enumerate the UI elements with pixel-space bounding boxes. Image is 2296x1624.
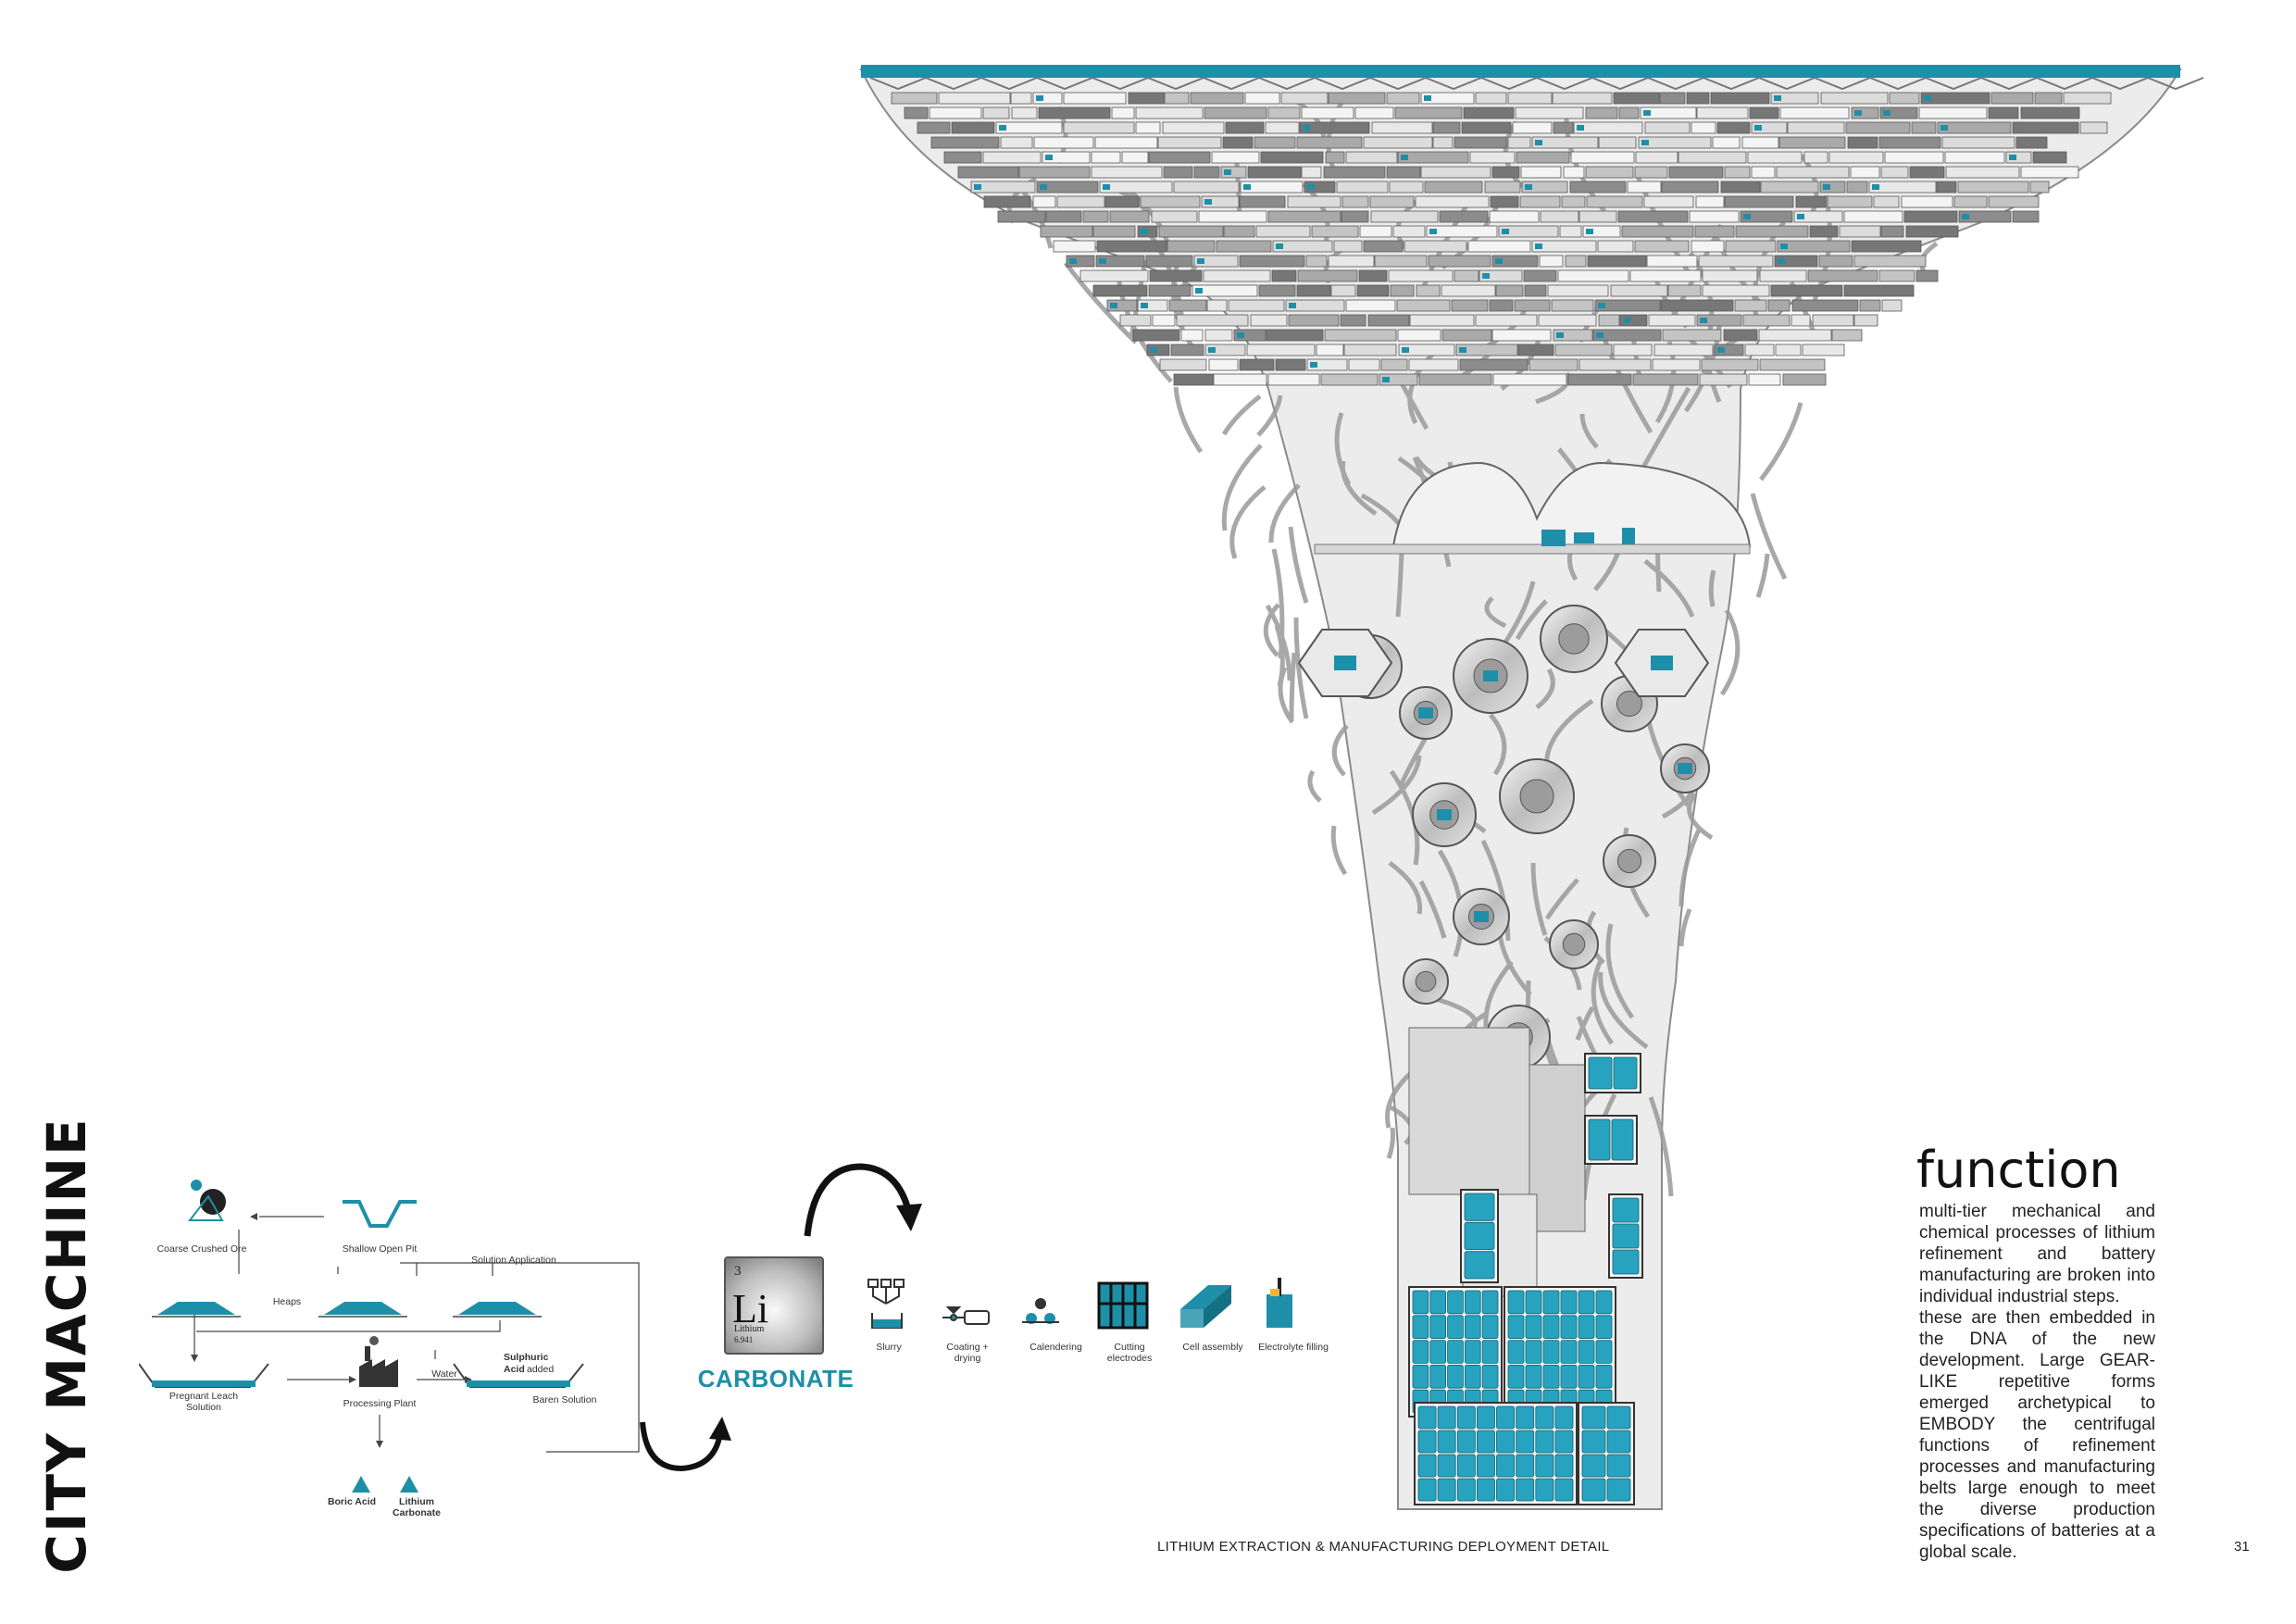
cell-assembly-icon (1180, 1285, 1231, 1328)
gear-refinement-units (1297, 605, 1710, 1069)
ore-icon (187, 1180, 226, 1221)
label-open-pit: Shallow Open Pit (342, 1243, 418, 1255)
label-solution-app: Solution Application (471, 1255, 556, 1266)
label-added: added (527, 1364, 555, 1375)
label-processing: Processing Plant (343, 1398, 417, 1409)
function-title: function (1916, 1141, 2121, 1199)
lithium-triangle (400, 1476, 418, 1493)
roof-truss (869, 77, 2204, 91)
function-paragraph-2: these are then embedded in the DNA of th… (1919, 1308, 2155, 1562)
curved-arrow-bottom-icon (640, 1417, 731, 1472)
manufacturing-step-label: Coating + drying (946, 1342, 989, 1364)
pit-icon (343, 1200, 417, 1228)
manufacturing-step-label: Slurry (876, 1342, 902, 1353)
label-baren: Baren Solution (532, 1394, 597, 1405)
manufacturing-step-label: Cutting electrodes (1106, 1342, 1153, 1364)
label-acid: Acid (504, 1364, 525, 1375)
boric-triangle (352, 1476, 370, 1493)
refinery-deck (1314, 543, 1751, 555)
label-lithium-carbonate: Lithium Carbonate (393, 1496, 441, 1518)
heap-icons (157, 1302, 536, 1315)
footer-caption: LITHIUM EXTRACTION & MANUFACTURING DEPLO… (1157, 1539, 1610, 1555)
refinery-icons (1541, 528, 1635, 546)
title-text: CITY MACHINE (35, 1117, 98, 1574)
page-number: 31 (2234, 1539, 2250, 1555)
battery-cell-racks (1408, 1027, 1643, 1505)
extraction-flow-diagram (139, 1180, 640, 1493)
function-body: multi-tier mechanical and chemical proce… (1919, 1201, 2155, 1563)
function-paragraph-1: multi-tier mechanical and chemical proce… (1919, 1202, 2155, 1306)
label-boric: Boric Acid (327, 1496, 377, 1507)
factory-icon (359, 1336, 398, 1387)
element-name: Lithium (734, 1324, 765, 1334)
label-sulphuric: Sulphuric (504, 1352, 549, 1363)
label-water: Water (431, 1368, 457, 1380)
calendering-icon (1022, 1298, 1059, 1324)
refinery-dome (1391, 461, 1752, 547)
element-number: 3 (734, 1264, 742, 1279)
cutting-electrodes-icon (1097, 1281, 1149, 1330)
label-coarse-ore: Coarse Crushed Ore (156, 1243, 247, 1255)
manufacturing-step-label: Electrolyte filling (1258, 1342, 1329, 1353)
carbonate-label: CARBONATE (697, 1365, 855, 1393)
vertical-title: CITY MACHINE (26, 1117, 107, 1573)
lithium-element-tile (724, 1256, 824, 1355)
roof-deck (861, 65, 2180, 78)
manufacturing-icons (867, 1278, 1292, 1330)
manufacturing-step-label: Cell assembly (1182, 1342, 1243, 1353)
label-pregnant: Pregnant Leach Solution (168, 1391, 239, 1413)
element-symbol: Li (732, 1286, 769, 1331)
element-mass: 6.941 (734, 1335, 754, 1344)
floor-modules (891, 92, 2112, 386)
slurry-icon (867, 1279, 905, 1329)
coating-icon (942, 1306, 990, 1325)
manufacturing-step-label: Calendering (1029, 1342, 1082, 1353)
curved-arrow-top-icon (804, 1163, 922, 1237)
label-heaps: Heaps (272, 1296, 302, 1307)
electrolyte-icon (1267, 1278, 1292, 1328)
